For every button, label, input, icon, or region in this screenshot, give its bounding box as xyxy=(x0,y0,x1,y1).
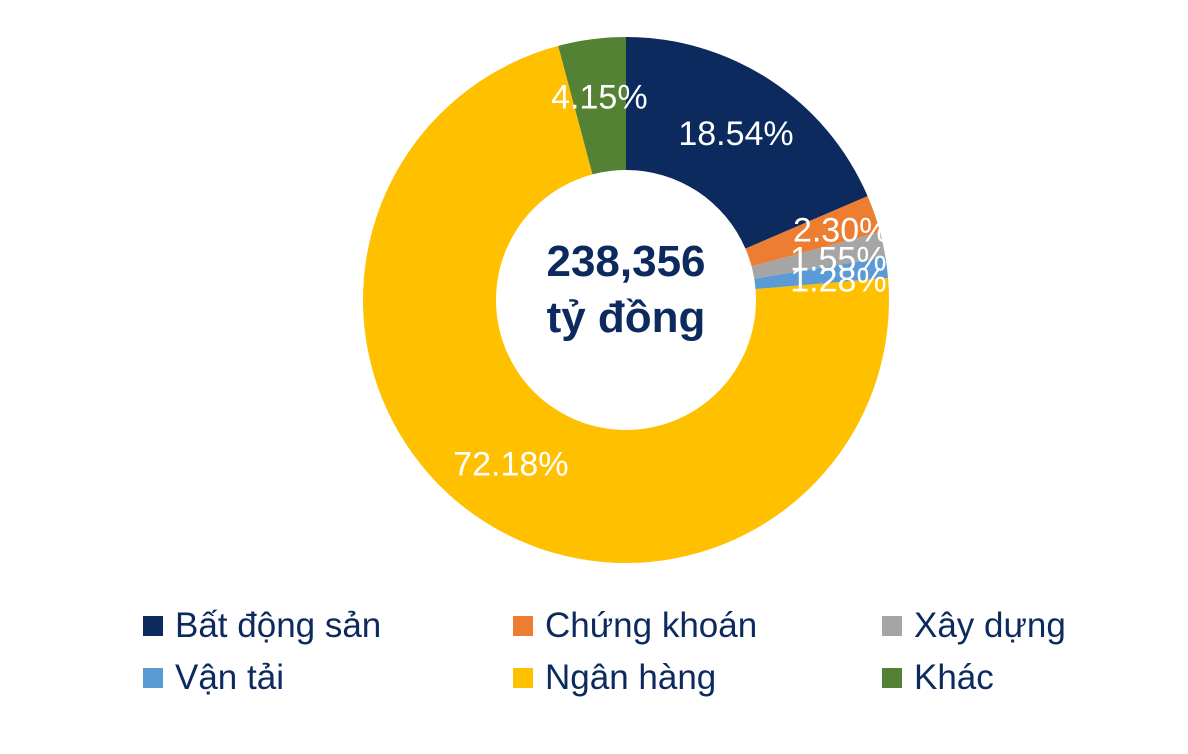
donut-slices xyxy=(363,37,889,563)
slice-label-6: 4.15% xyxy=(551,79,647,117)
legend-label: Vận tải xyxy=(175,658,284,697)
legend-label: Ngân hàng xyxy=(545,658,717,697)
legend-item-6: Khác xyxy=(882,652,994,704)
legend-label: Khác xyxy=(914,658,994,697)
donut-slice-5 xyxy=(363,45,889,563)
slice-label-2: 2.30% xyxy=(793,212,889,250)
legend-swatch xyxy=(513,668,533,688)
slice-labels: 18.54% 2.30%1.55%1.28% 72.18% 4.15% xyxy=(453,79,889,484)
legend-label: Bất động sản xyxy=(175,606,382,645)
donut-slice-1 xyxy=(626,37,868,249)
slice-label-5: 72.18% xyxy=(453,446,568,484)
legend-item-3: Xây dựng xyxy=(882,600,1066,652)
legend-swatch xyxy=(513,616,533,636)
legend-label: Xây dựng xyxy=(914,606,1066,645)
donut-slice-3 xyxy=(751,232,886,279)
slice-label-4: 1.28% xyxy=(790,261,886,299)
chart-legend: Bất động sản Chứng khoán Xây dựng Vận tải Ng… xyxy=(0,600,1188,720)
donut-slice-4 xyxy=(754,257,889,290)
legend-swatch xyxy=(882,616,902,636)
legend-swatch xyxy=(143,668,163,688)
donut-slice-6 xyxy=(558,37,626,175)
legend-item-4: Vận tải xyxy=(143,652,284,704)
center-total-value: 238,356 xyxy=(546,237,705,286)
legend-swatch xyxy=(882,668,902,688)
legend-item-2: Chứng khoán xyxy=(513,600,757,652)
legend-item-1: Bất động sản xyxy=(143,600,381,652)
slice-label-3: 1.55% xyxy=(790,241,886,279)
legend-swatch xyxy=(143,616,163,636)
slice-label-1: 18.54% xyxy=(678,115,793,153)
legend-label: Chứng khoán xyxy=(545,606,758,645)
donut-slice-2 xyxy=(745,196,881,267)
donut-chart: 18.54% 2.30%1.55%1.28% 72.18% 4.15% 238,356… xyxy=(363,37,889,563)
center-unit-label: tỷ đồng xyxy=(547,293,706,342)
legend-item-5: Ngân hàng xyxy=(513,652,716,704)
